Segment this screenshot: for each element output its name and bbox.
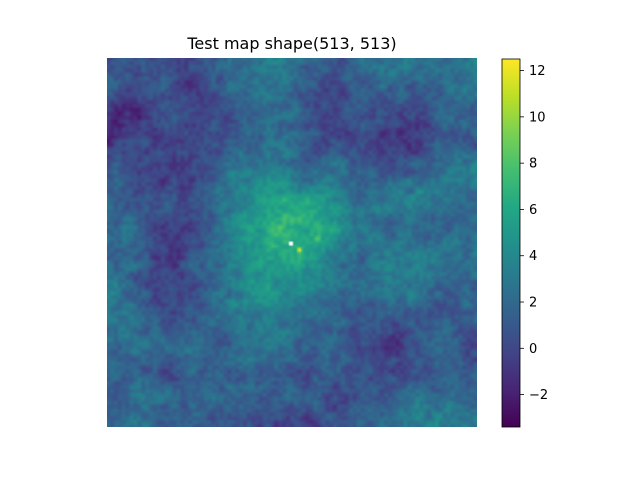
heatmap	[107, 58, 477, 427]
colorbar-ticks: −2 0 2 4 6 8 10 12	[520, 64, 548, 403]
colorbar-tick-label: 2	[529, 296, 537, 311]
colorbar-tick-label: 0	[529, 342, 537, 357]
colorbar-tick-label: 10	[529, 110, 546, 125]
colorbar-gradient	[502, 59, 520, 427]
colorbar-tick-label: 4	[529, 249, 537, 264]
colorbar-tick-label: 6	[529, 203, 537, 218]
colorbar-frame	[501, 58, 521, 428]
colorbar-tick-label: 12	[529, 64, 546, 79]
colorbar-tick-label: −2	[529, 388, 548, 403]
heatmap-image	[107, 58, 477, 427]
colorbar: −2 0 2 4 6 8 10 12	[501, 58, 548, 428]
chart-title: Test map shape(513, 513)	[186, 34, 396, 53]
colorbar-tick-label: 8	[529, 157, 537, 172]
